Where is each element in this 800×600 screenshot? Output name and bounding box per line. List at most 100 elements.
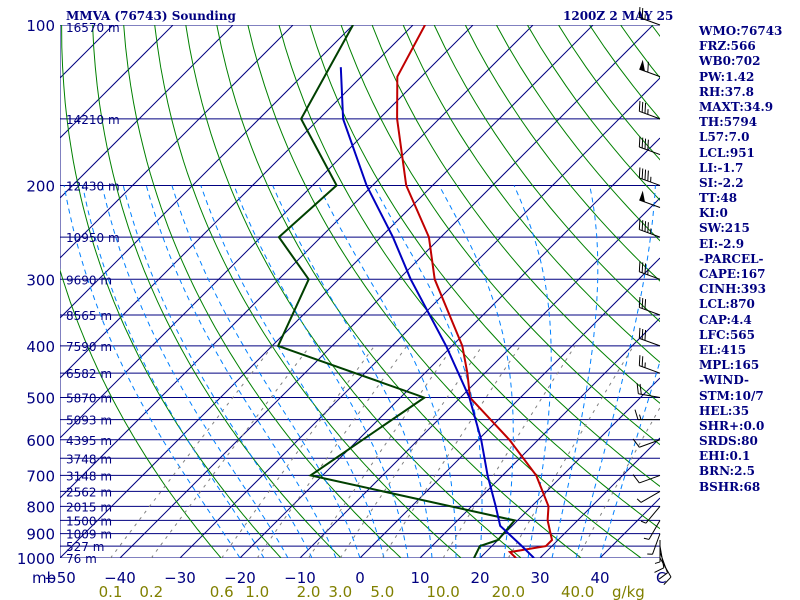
isotherm-line [479,377,660,558]
stability-index: KI:0 [699,206,728,221]
stability-index: SW:215 [699,221,750,236]
height-label: 12430 m [66,179,120,193]
height-label: 4395 m [66,434,112,448]
stability-index: MAXT:34.9 [699,99,774,114]
station-title: MMVA (76743) Sounding [66,9,236,23]
sounding-traces [276,25,554,558]
height-label: 7590 m [66,340,112,354]
wind-barb [654,546,665,573]
moist-adiabat [200,185,385,558]
stability-index: LFC:565 [699,327,755,342]
isotherm-line [60,25,474,439]
stability-index: FRZ:566 [699,39,756,54]
moist-adiabat [438,185,514,558]
x-axis-prefix: mb [32,569,56,587]
stability-index: TT:48 [699,191,738,206]
height-label: 527 m [66,540,104,554]
stability-index: MPL:165 [699,358,760,373]
dry-adiabat [464,25,660,282]
height-label: 1009 m [66,528,112,542]
wind-barb [638,100,661,120]
dry-adiabat [247,25,642,558]
moist-adiabat [575,185,656,558]
stability-index: CAP:4.4 [699,312,752,327]
temperature-tick-label: 10 [410,569,429,587]
height-label: 5093 m [66,414,112,428]
mixing-ratio-line [110,345,274,558]
height-label: 9690 m [66,273,112,287]
isotherm-line [60,25,294,259]
moist-adiabat [63,185,241,558]
wind-barb [654,539,661,564]
mixing-ratio-label: 3.0 [328,583,352,600]
mixing-ratio-label: 40.0 [561,583,594,600]
height-label: 3148 m [66,469,112,483]
isotherm-line [60,25,594,558]
diagram-grid [60,25,660,558]
temperature-tick-label: 30 [530,569,549,587]
stability-index: WMO:76743 [699,24,783,38]
stability-indices-list: WMO:76743 FRZ:566 WB0:702 PW:1.42 RH:37.8 MAX… [699,24,782,495]
isotherm-line [539,437,660,558]
stability-index: RH:37.8 [699,84,754,99]
isotherm-line [119,25,654,558]
mixing-ratio-line [507,345,634,558]
stability-index: BSHR:68 [699,479,761,494]
height-label: 2562 m [66,485,112,499]
stability-index: BRN:2.5 [699,464,755,479]
isotherm-line [179,77,660,558]
isotherm-line [419,317,660,558]
stability-index: STM:10/7 [699,388,764,403]
mixing-ratio-line [339,345,483,558]
stability-index: -WIND- [699,373,749,388]
wind-barb [636,383,661,399]
temperature-tick-label: 0 [355,569,365,587]
height-label: 1500 m [66,514,112,528]
height-label: 5870 m [66,392,112,406]
wind-barb [647,533,661,555]
wind-barb [634,409,660,421]
mixing-ratio-label: 0.2 [139,583,163,600]
dry-adiabat [402,25,660,363]
pressure-label: 900 [26,526,55,544]
stability-index: SI:-2.2 [699,175,744,190]
parcel-trace [339,67,535,558]
moist-adiabat [513,185,552,558]
height-label: 16570 m [66,21,120,35]
isotherm-line [60,25,354,319]
height-label: 6582 m [66,367,112,381]
wind-barbs [632,7,672,585]
mixing-ratio-line [442,345,576,558]
dry-adiabat [371,25,660,404]
mixing-ratio-label: 20.0 [492,583,525,600]
mixing-ratio-unit: g/kg [612,583,645,600]
moist-adiabat [272,185,433,558]
pressure-label: 500 [26,390,55,408]
stability-index: PW:1.42 [699,69,755,84]
wind-barb [638,261,661,280]
wind-barb [638,7,661,26]
dry-adiabat [92,25,342,558]
wind-barb [638,136,661,156]
height-label: 76 m [66,552,97,566]
stability-index: WB0:702 [699,54,761,69]
height-label: 8565 m [66,309,112,323]
dry-adiabat [340,25,660,446]
mixing-ratio-label: 10.0 [426,583,459,600]
moist-adiabat [318,185,457,558]
temperature-tick-label: −30 [164,569,196,587]
isotherm-line [60,25,234,199]
moist-adiabat [551,185,599,558]
temperature-tick-label: −50 [44,569,76,587]
height-label: 2015 m [66,500,112,514]
temperature-trace [396,25,554,558]
temperature-tick-label: −20 [224,569,256,587]
wind-barb [638,327,661,347]
dry-adiabat [61,25,282,558]
stability-index: SRDS:80 [699,434,758,449]
mixing-ratio-label: 0.6 [210,583,234,600]
wind-barb [632,474,661,484]
moist-adiabat [122,185,313,558]
wind-barb [640,506,661,524]
